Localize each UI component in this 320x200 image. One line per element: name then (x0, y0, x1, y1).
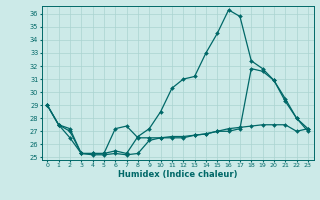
X-axis label: Humidex (Indice chaleur): Humidex (Indice chaleur) (118, 170, 237, 179)
